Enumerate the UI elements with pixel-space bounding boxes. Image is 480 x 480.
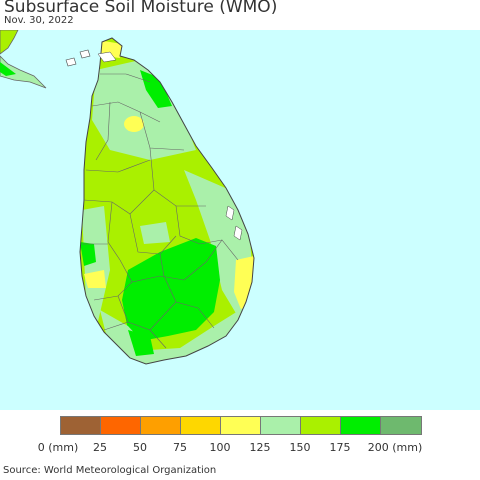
india-coast-green	[0, 62, 16, 76]
legend-swatch-3	[181, 417, 221, 434]
legend-swatch-2	[141, 417, 181, 434]
legend-swatch-0	[61, 417, 101, 434]
soil-moisture-map	[0, 30, 480, 410]
legend-swatch-1	[101, 417, 141, 434]
map-date: Nov. 30, 2022	[4, 15, 74, 26]
legend-tick: 175	[329, 441, 351, 454]
india-coast	[0, 30, 19, 55]
source-credit: Source: World Meteorological Organizatio…	[3, 465, 217, 476]
legend-tick: 125	[249, 441, 271, 454]
legend-swatch-8	[381, 417, 421, 434]
lagoons	[97, 51, 243, 241]
legend-tick: 150	[289, 441, 311, 454]
legend-tick: 25	[93, 441, 107, 454]
moisture-zones	[80, 38, 254, 364]
legend-swatch-7	[341, 417, 381, 434]
legend-swatch-4	[221, 417, 261, 434]
legend-tick: 75	[173, 441, 187, 454]
legend-tick: 0 (mm)	[37, 441, 79, 454]
legend-color-bar	[60, 416, 422, 435]
legend-swatch-6	[301, 417, 341, 434]
district-borders	[82, 73, 239, 349]
legend-tick: 100	[209, 441, 231, 454]
map-title: Subsurface Soil Moisture (WMO)	[4, 0, 278, 17]
legend-tick: 200 (mm)	[367, 441, 423, 454]
island-outline	[79, 37, 255, 365]
legend-swatch-5	[261, 417, 301, 434]
legend-tick: 50	[133, 441, 147, 454]
india-coast-south	[0, 55, 47, 89]
island-small-2	[79, 49, 91, 59]
legend-ticks: 0 (mm) 25 50 75 100 125 150 175 200 (mm)	[0, 441, 480, 455]
island-small-1	[65, 57, 77, 67]
